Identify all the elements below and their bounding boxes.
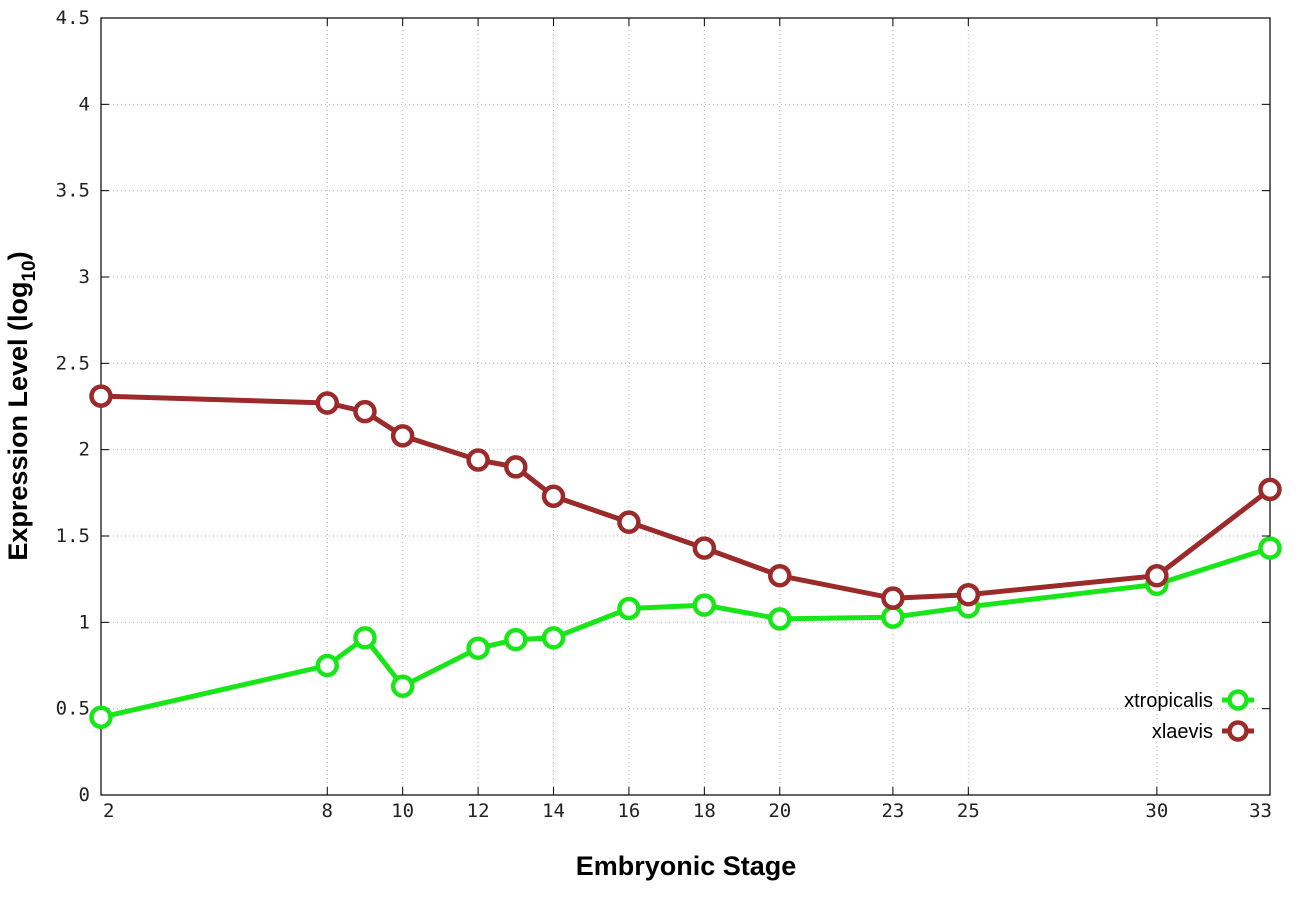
- data-point-xlaevis: [541, 484, 566, 509]
- legend-entry-xlaevis: xlaevis: [1152, 720, 1254, 743]
- series-line-xtropicalis: [100, 545, 1271, 720]
- x-tick-label: 20: [768, 800, 791, 822]
- data-point-xlaevis: [1258, 477, 1282, 502]
- data-point-xlaevis: [617, 510, 641, 534]
- data-point-xlaevis: [881, 586, 905, 610]
- data-point-xlaevis: [692, 536, 717, 560]
- data-point-xlaevis: [390, 424, 415, 448]
- data-point-xlaevis: [89, 384, 113, 408]
- data-point-xlaevis: [956, 582, 981, 607]
- legend-marker-xtropicalis: [1227, 689, 1249, 711]
- legend-marker-xlaevis: [1227, 720, 1249, 742]
- data-point-xlaevis: [504, 455, 528, 479]
- x-tick-label: 33: [1249, 800, 1272, 822]
- legend-entry-xtropicalis: xtropicalis: [1124, 689, 1254, 712]
- series-line-xlaevis: [100, 393, 1272, 601]
- data-point-xlaevis: [466, 448, 490, 472]
- legend: xtropicalis xlaevis: [1124, 689, 1254, 743]
- grid-layer: [101, 18, 1270, 795]
- x-tick-label: 12: [467, 800, 490, 822]
- x-axis-title: Embryonic Stage: [576, 851, 797, 881]
- data-point-xtropicalis: [692, 593, 717, 617]
- tick-layer: 0 0.5 1 1.5 2 2.5 3 3.5 4 4.5 2 8 10 12 14 16 18 20 23 25 30…: [56, 7, 1272, 822]
- y-axis-title: Expression Level (log10): [3, 251, 40, 560]
- data-point-xtropicalis: [390, 674, 415, 698]
- y-tick-label: 4: [79, 93, 90, 115]
- y-tick-label: 2: [79, 439, 90, 461]
- y-axis-title-main: Expression Level (log: [3, 282, 33, 561]
- data-point-xtropicalis: [315, 653, 340, 678]
- data-point-xtropicalis: [89, 705, 113, 730]
- y-axis-title-close: ): [3, 251, 33, 260]
- x-tick-label: 14: [542, 800, 565, 822]
- data-point-xtropicalis: [881, 605, 905, 629]
- data-point-xtropicalis: [504, 627, 528, 652]
- data-point-xlaevis: [768, 563, 792, 588]
- data-point-xtropicalis: [353, 626, 377, 650]
- data-point-xtropicalis: [1258, 536, 1282, 560]
- series-layer: [89, 384, 1282, 730]
- legend-label-xlaevis: xlaevis: [1152, 721, 1213, 743]
- data-point-xtropicalis: [617, 596, 641, 621]
- y-tick-label: 1.5: [56, 525, 90, 547]
- y-axis-title-subscript: 10: [19, 260, 40, 281]
- x-tick-label: 23: [881, 800, 904, 822]
- y-tick-label: 3: [79, 266, 90, 288]
- x-tick-label: 2: [103, 800, 114, 822]
- y-tick-label: 1: [79, 611, 90, 633]
- data-point-xtropicalis: [768, 607, 792, 631]
- legend-label-xtropicalis: xtropicalis: [1124, 690, 1213, 712]
- y-tick-label: 0: [79, 784, 90, 806]
- x-tick-label: 10: [391, 800, 414, 822]
- x-tick-label: 30: [1145, 800, 1168, 822]
- x-tick-label: 25: [957, 800, 980, 822]
- y-tick-label: 3.5: [56, 180, 90, 202]
- x-tick-label: 8: [322, 800, 333, 822]
- y-tick-label: 0.5: [56, 698, 90, 720]
- x-tick-label: 16: [617, 800, 640, 822]
- data-point-xtropicalis: [541, 626, 566, 650]
- x-tick-label: 18: [693, 800, 716, 822]
- data-point-xlaevis: [353, 399, 377, 424]
- y-tick-label: 2.5: [56, 352, 90, 374]
- y-tick-label: 4.5: [56, 7, 90, 29]
- data-point-xlaevis: [315, 391, 340, 415]
- data-point-xlaevis: [1145, 563, 1169, 588]
- data-point-xtropicalis: [466, 636, 490, 660]
